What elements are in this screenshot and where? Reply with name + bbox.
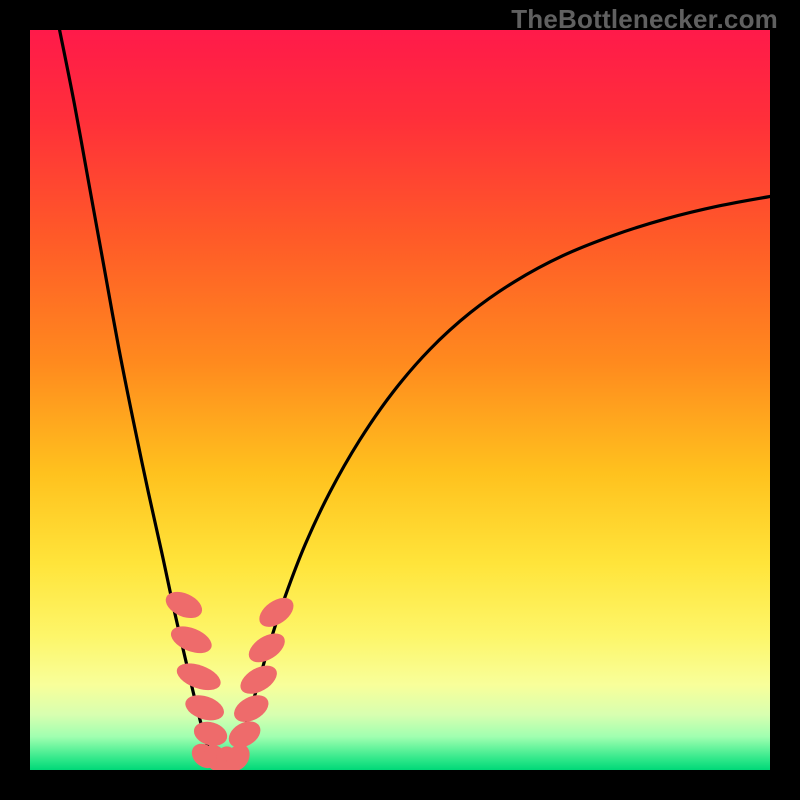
plot-gradient xyxy=(30,30,770,770)
plot-frame xyxy=(30,30,770,770)
stage: TheBottlenecker.com xyxy=(0,0,800,800)
watermark-text: TheBottlenecker.com xyxy=(511,4,778,35)
